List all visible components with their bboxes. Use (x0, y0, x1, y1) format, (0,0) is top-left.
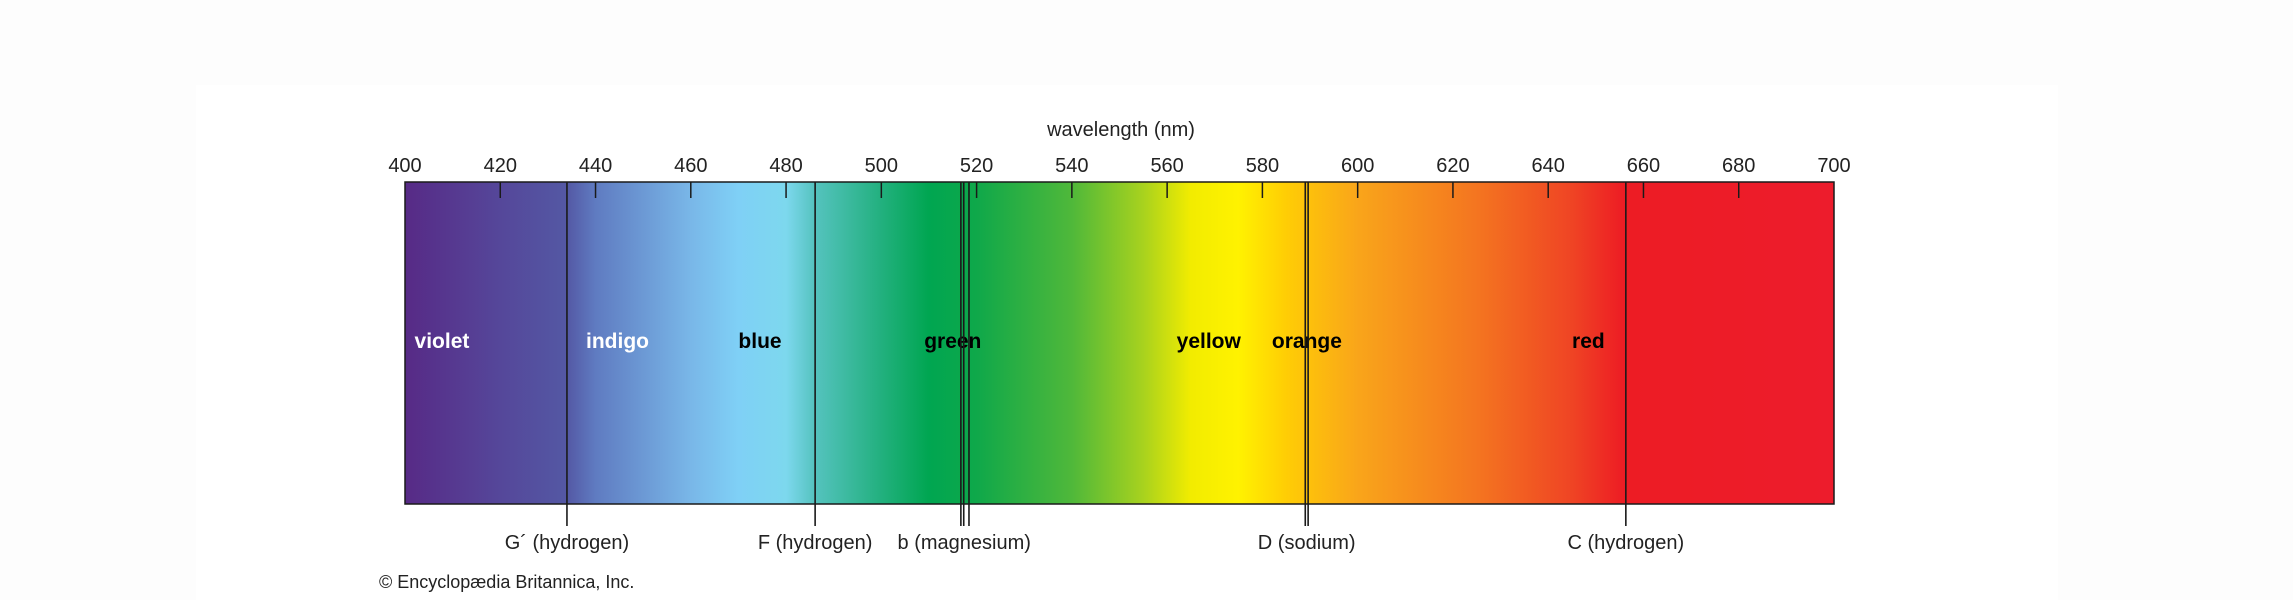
tick-label-620: 620 (1436, 155, 1469, 177)
band-label-violet: violet (415, 330, 470, 353)
tick-label-660: 660 (1627, 155, 1660, 177)
axis-title: wavelength (nm) (1046, 119, 1195, 141)
tick-label-400: 400 (388, 155, 421, 177)
absorption-line-label-2: b (magnesium) (898, 532, 1031, 554)
band-label-blue: blue (738, 330, 781, 353)
tick-label-480: 480 (769, 155, 802, 177)
spectrum-bar (404, 181, 1835, 505)
fraunhofer-lines (566, 182, 1627, 526)
absorption-line-label-3: D (sodium) (1258, 532, 1356, 554)
tick-label-520: 520 (960, 155, 993, 177)
band-label-green: green (924, 330, 981, 353)
absorption-line-label-1: F (hydrogen) (758, 532, 873, 554)
tick-labels: 400 420 440 460 480 500 520 540 560 580 600 620 640 6… (388, 155, 1850, 177)
band-label-orange: orange (1272, 330, 1342, 353)
tick-label-560: 560 (1150, 155, 1183, 177)
tick-label-580: 580 (1246, 155, 1279, 177)
tick-label-700: 700 (1817, 155, 1850, 177)
tick-label-440: 440 (579, 155, 612, 177)
absorption-line-label-0: G´ (hydrogen) (505, 532, 630, 554)
axis-ticks (499, 182, 1740, 198)
band-label-indigo: indigo (586, 330, 649, 353)
tick-label-640: 640 (1532, 155, 1565, 177)
tick-label-540: 540 (1055, 155, 1088, 177)
tick-label-460: 460 (674, 155, 707, 177)
band-label-yellow: yellow (1177, 330, 1242, 353)
color-band-labels: violet indigo blue green yellow orange red (415, 330, 1605, 353)
absorption-line-label-4: C (hydrogen) (1567, 532, 1684, 554)
tick-label-420: 420 (484, 155, 517, 177)
tick-label-500: 500 (865, 155, 898, 177)
tick-label-680: 680 (1722, 155, 1755, 177)
tick-label-600: 600 (1341, 155, 1374, 177)
fraunhofer-line-labels: G´ (hydrogen) F (hydrogen) b (magnesium) D … (505, 532, 1684, 554)
band-label-red: red (1572, 330, 1605, 353)
copyright-credit: © Encyclopædia Britannica, Inc. (379, 572, 635, 592)
